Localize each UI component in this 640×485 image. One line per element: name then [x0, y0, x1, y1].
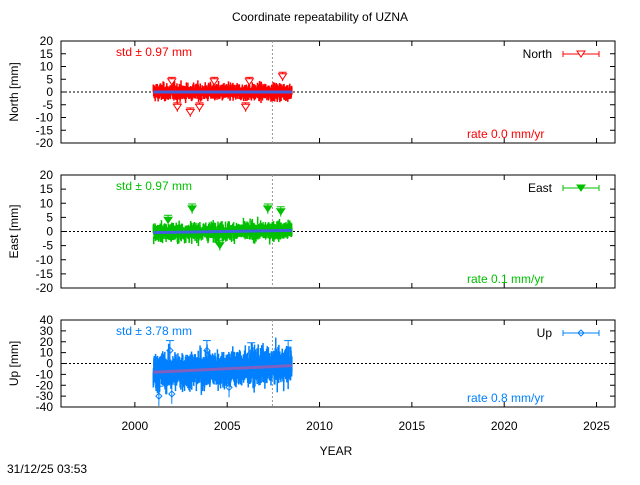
y-tick-label: 30 — [40, 324, 54, 338]
data-points — [152, 203, 293, 251]
legend-marker — [577, 329, 585, 337]
data-point-marker — [262, 205, 273, 213]
std-annotation: std ± 0.97 mm — [116, 179, 192, 193]
y-tick-label: 20 — [40, 34, 54, 48]
rate-annotation: rate 0.1 mm/yr — [467, 272, 544, 286]
y-tick-label: -20 — [36, 136, 54, 150]
data-point-marker — [187, 205, 198, 213]
y-tick-label: 15 — [40, 182, 54, 196]
y-tick-label: -20 — [36, 281, 54, 295]
data-point-marker — [284, 346, 292, 355]
y-tick-label: -10 — [36, 111, 54, 125]
y-axis-label: Up [mm] — [7, 341, 21, 386]
y-tick-label: 20 — [40, 335, 54, 349]
data-point-marker — [166, 78, 177, 86]
x-tick-label: 2010 — [306, 419, 333, 433]
data-point-marker — [163, 216, 174, 225]
std-annotation: std ± 3.78 mm — [116, 324, 192, 338]
y-tick-label: -20 — [36, 378, 54, 392]
x-axis-label: YEAR — [320, 444, 353, 458]
legend-marker — [576, 50, 586, 58]
y-tick-label: -15 — [36, 123, 54, 137]
x-tick-label: 2015 — [399, 419, 426, 433]
y-axis-label: North [mm] — [7, 62, 21, 121]
y-tick-label: 5 — [46, 72, 53, 86]
y-tick-label: 5 — [46, 210, 53, 224]
y-tick-label: 10 — [40, 60, 54, 74]
timestamp: 31/12/25 03:53 — [7, 462, 87, 476]
y-tick-label: -30 — [36, 389, 54, 403]
y-tick-label: -40 — [36, 400, 54, 414]
rate-annotation: rate 0.8 mm/yr — [467, 391, 544, 405]
legend-label: East — [528, 181, 553, 195]
y-axis-label: East [mm] — [7, 204, 21, 258]
y-tick-label: -5 — [42, 98, 53, 112]
data-point-marker — [172, 103, 183, 112]
x-tick-label: 2005 — [214, 419, 241, 433]
x-tick-label: 2000 — [122, 419, 149, 433]
data-points — [152, 71, 293, 117]
data-point-marker — [168, 390, 176, 398]
data-point-marker — [166, 346, 174, 355]
y-tick-label: 0 — [46, 357, 53, 371]
data-point-marker — [155, 392, 163, 400]
y-tick-label: 15 — [40, 47, 54, 61]
data-point-marker — [214, 242, 225, 250]
data-point-marker — [209, 78, 220, 86]
data-point-marker — [203, 346, 211, 355]
legend-label: North — [523, 47, 552, 61]
data-point-marker — [275, 208, 286, 216]
y-tick-label: 0 — [46, 85, 53, 99]
trend-line — [153, 364, 292, 374]
trend-line — [153, 228, 292, 235]
y-tick-label: 10 — [40, 346, 54, 360]
data-point-marker — [240, 103, 251, 112]
y-tick-label: -5 — [42, 239, 53, 253]
y-tick-label: 40 — [40, 313, 54, 327]
y-tick-label: -10 — [36, 253, 54, 267]
rate-annotation: rate 0.0 mm/yr — [467, 127, 544, 141]
y-tick-label: -15 — [36, 267, 54, 281]
data-point-marker — [277, 73, 288, 81]
y-tick-label: 10 — [40, 196, 54, 210]
y-tick-label: 0 — [46, 225, 53, 239]
data-point-marker — [185, 108, 196, 117]
legend-marker — [576, 184, 586, 192]
chart-title: Coordinate repeatability of UZNA — [232, 10, 408, 24]
data-point-marker — [247, 348, 255, 357]
data-point-marker — [194, 103, 205, 112]
y-tick-label: 20 — [40, 168, 54, 182]
legend-label: Up — [537, 326, 553, 340]
x-tick-label: 2020 — [491, 419, 518, 433]
y-tick-label: -10 — [36, 367, 54, 381]
x-tick-label: 2025 — [583, 419, 610, 433]
std-annotation: std ± 0.97 mm — [116, 45, 192, 59]
data-point-marker — [244, 78, 255, 86]
data-point-marker — [225, 383, 233, 392]
